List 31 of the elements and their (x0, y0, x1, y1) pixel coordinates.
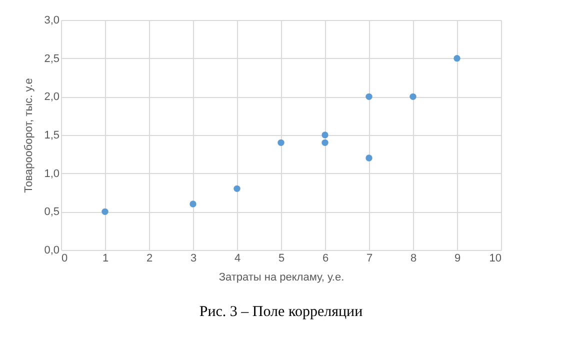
x-axis-title: Затраты на рекламу, у.е. (218, 272, 344, 284)
y-tick-label: 1,5 (44, 130, 60, 142)
point (366, 154, 372, 162)
y-tick-label: 1,0 (44, 168, 60, 180)
point (454, 54, 460, 62)
x-tick-label: 2 (146, 252, 153, 264)
x-tick-label: 7 (366, 252, 373, 264)
point (410, 93, 416, 100)
y-tick-label: 2,5 (44, 52, 60, 65)
y-axis-title: Товарооборот, тыс. у.е (23, 78, 36, 193)
y-tick-label: 3,0 (44, 14, 60, 26)
point (278, 139, 284, 146)
x-tick-label: 6 (322, 252, 329, 264)
text: Рис. 3 – Поле корреляции (199, 304, 363, 320)
x-tick-label: 5 (278, 252, 285, 264)
point (366, 93, 372, 100)
point (102, 208, 108, 216)
point (234, 185, 240, 192)
y-tick-label: 2,0 (44, 91, 60, 104)
x-tick-label: 1 (102, 252, 109, 264)
x-tick-label: 4 (234, 252, 241, 264)
x-tick-label: 8 (410, 252, 417, 264)
x-tick-label: 3 (190, 252, 197, 264)
point (322, 139, 328, 146)
x-tick-label: 9 (454, 252, 461, 264)
x-tick-label: 10 (489, 252, 502, 264)
point (322, 132, 328, 138)
y-tick-label: 0,0 (44, 244, 60, 256)
point (190, 200, 196, 208)
x-tick-label: 0 (62, 252, 68, 264)
y-tick-label: 0,5 (44, 206, 60, 218)
